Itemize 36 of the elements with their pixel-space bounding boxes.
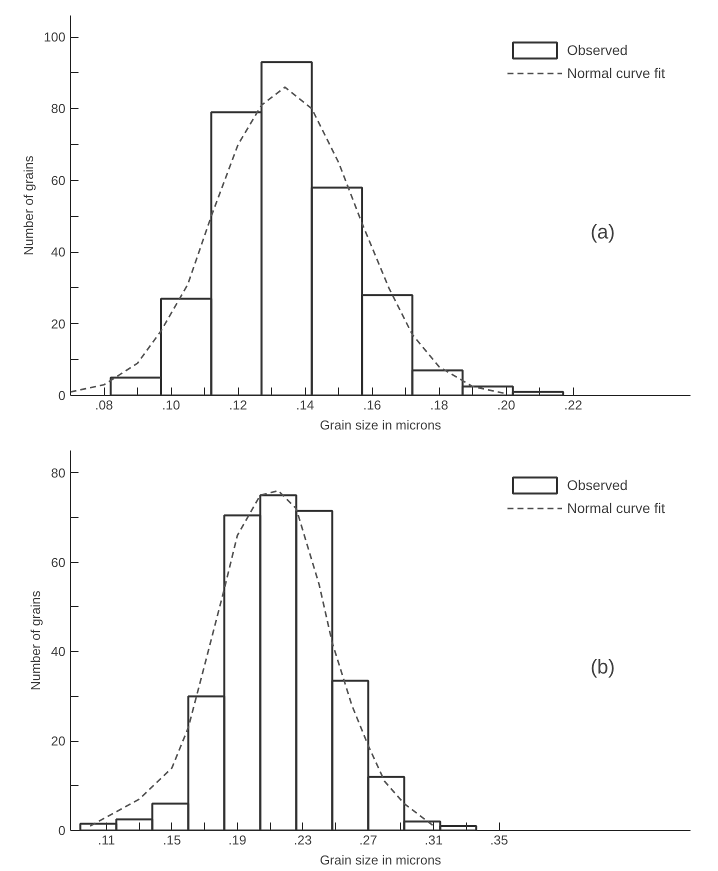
x-tick-label: .10 (162, 398, 180, 412)
annotation: (a) (590, 221, 615, 244)
y-tick-label: 0 (58, 823, 66, 838)
legend-label: Observed (566, 42, 628, 58)
y-axis-title: Number of grains (28, 590, 44, 690)
x-tick-label: .20 (497, 398, 516, 412)
x-tick-label: .31 (424, 832, 443, 848)
x-tick-label: .15 (162, 832, 181, 848)
annotation: (b) (590, 656, 615, 678)
x-tick-label: .12 (229, 398, 248, 412)
legend-label: Normal curve fit (566, 65, 665, 81)
legend-label: Observed (566, 477, 628, 493)
y-tick-label: 20 (51, 734, 66, 749)
y-tick-label: 20 (51, 316, 66, 332)
x-tick-label: .08 (94, 398, 114, 412)
x-tick-label: .27 (359, 832, 378, 848)
x-tick-label: .18 (430, 398, 448, 412)
y-tick-label: 100 (44, 30, 66, 45)
x-tick-label: .19 (228, 832, 246, 848)
x-tick-label: .14 (296, 398, 314, 412)
y-tick-label: 40 (51, 244, 66, 260)
x-tick-label: .23 (294, 832, 312, 848)
x-tick-label: .22 (564, 398, 582, 412)
x-tick-label: .16 (363, 398, 382, 412)
legend-label: Normal curve fit (566, 500, 665, 516)
x-tick-label: .35 (490, 832, 508, 848)
y-tick-label: 60 (51, 554, 66, 570)
y-tick-label: 0 (58, 388, 66, 403)
y-tick-label: 80 (51, 101, 66, 116)
x-axis-title: Grain size in microns (320, 418, 442, 432)
y-tick-label: 80 (51, 465, 66, 480)
y-tick-label: 60 (51, 172, 66, 188)
x-tick-label: .11 (98, 832, 116, 848)
y-axis-title: Number of grains (20, 155, 36, 256)
y-tick-label: 40 (51, 644, 66, 660)
x-axis-title: Grain size in microns (320, 852, 442, 868)
